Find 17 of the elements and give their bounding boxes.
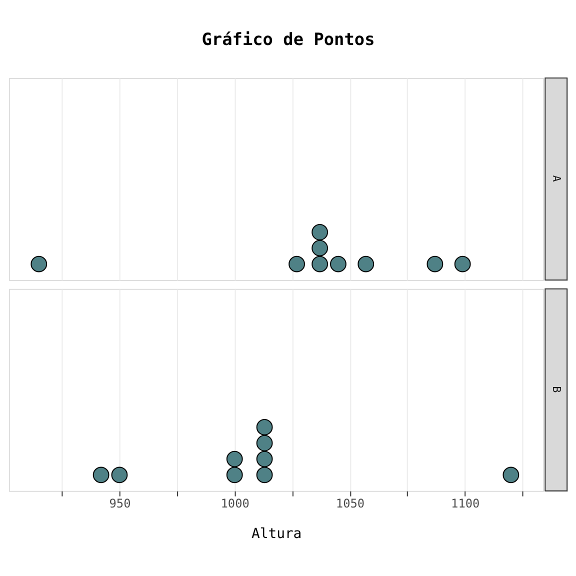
y2-axis-title: A	[550, 175, 564, 182]
point	[226, 466, 243, 484]
chart-title: Gráfico de Pontos	[202, 29, 375, 50]
point	[256, 466, 273, 484]
x-tick-label: 1000	[220, 496, 250, 510]
x-tick-label: 1050	[336, 496, 365, 510]
x-tick-label: 950	[109, 496, 131, 510]
y2-axis-title: B	[550, 386, 564, 394]
point	[502, 466, 520, 484]
point	[256, 450, 273, 468]
point	[226, 450, 243, 468]
point	[92, 466, 110, 484]
point	[111, 466, 128, 484]
point	[256, 434, 273, 452]
x-axis-title: Altura	[251, 526, 302, 542]
x-tick-label: 1100	[451, 496, 480, 510]
point	[256, 419, 273, 436]
